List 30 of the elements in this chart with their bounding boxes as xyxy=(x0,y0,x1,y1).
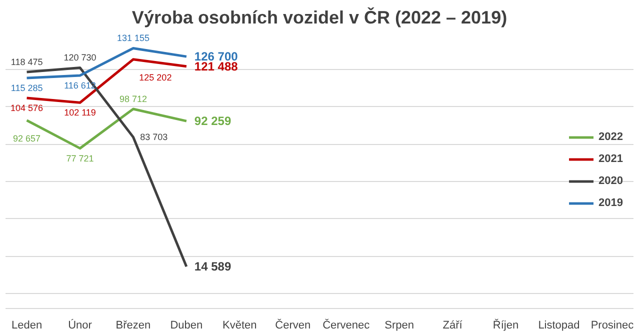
legend-label: 2020 xyxy=(598,175,623,187)
data-label: 118 475 xyxy=(10,56,43,67)
x-tick-label: Prosinec xyxy=(590,320,634,332)
x-tick-label: Listopad xyxy=(538,320,580,332)
data-label: 131 155 xyxy=(116,33,150,44)
x-tick-label: Březen xyxy=(116,320,151,332)
data-label: 102 119 xyxy=(64,108,96,118)
legend-label: 2019 xyxy=(598,197,623,209)
data-label: 104 576 xyxy=(10,103,44,114)
chart-title: Výroba osobních vozidel v ČR (2022 – 2019) xyxy=(132,6,508,28)
data-label: 92 657 xyxy=(13,133,41,144)
data-label: 92 259 xyxy=(194,114,232,128)
x-tick-label: Leden xyxy=(11,320,42,332)
data-label: 14 589 xyxy=(194,260,232,274)
data-label: 83 703 xyxy=(140,132,168,142)
x-tick-label: Duben xyxy=(170,320,203,332)
x-tick-label: Říjen xyxy=(492,318,519,332)
x-tick-label: Únor xyxy=(68,318,92,332)
x-tick-label: Červenec xyxy=(322,318,370,332)
data-label: 98 712 xyxy=(119,94,147,104)
data-label: 77 721 xyxy=(66,153,94,164)
data-label: 115 285 xyxy=(10,82,43,93)
x-tick-label: Červen xyxy=(275,318,311,332)
legend-label: 2021 xyxy=(598,153,623,165)
data-label: 120 730 xyxy=(64,52,96,63)
x-tick-label: Září xyxy=(442,320,464,332)
data-label: 125 202 xyxy=(139,72,172,82)
legend-label: 2022 xyxy=(598,131,623,143)
x-tick-label: Květen xyxy=(222,320,257,332)
x-tick-label: Srpen xyxy=(384,320,414,332)
